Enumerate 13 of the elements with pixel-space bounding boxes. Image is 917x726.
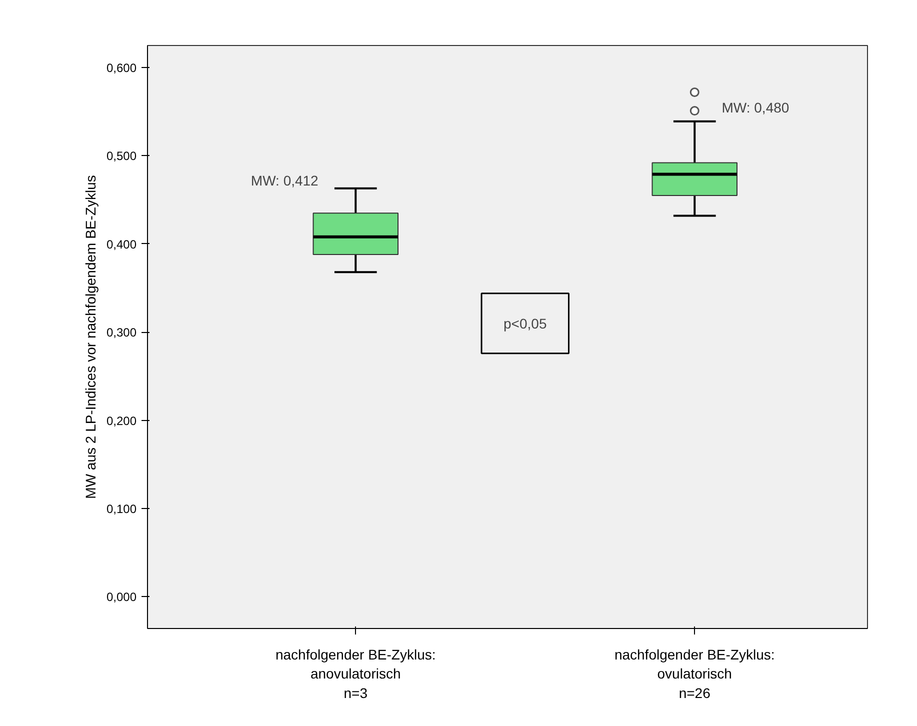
annotation: MW: 0,412 (250, 172, 319, 188)
y-tick-label: 0,500 (106, 149, 137, 164)
y-tick-label: 0,600 (106, 61, 137, 76)
y-tick-label: 0,100 (106, 502, 137, 516)
y-tick-label: 0,000 (106, 590, 137, 604)
y-tick-label: 0,200 (106, 414, 137, 428)
y-axis-title: MW aus 2 LP-Indices vor nachfolgendem BE-Zyklus (82, 175, 98, 499)
x-tick-label: nachfolgender BE-Zyklus: ovulatorisch n=26 (614, 646, 775, 701)
annotation: MW: 0,480 (722, 99, 790, 116)
y-tick-label: 0,400 (106, 237, 137, 252)
annotation: p<0,05 (504, 315, 547, 332)
y-tick-label: 0,300 (106, 326, 137, 340)
x-tick-label: nachfolgender BE-Zyklus: anovulatorisch n=3 (275, 646, 436, 701)
